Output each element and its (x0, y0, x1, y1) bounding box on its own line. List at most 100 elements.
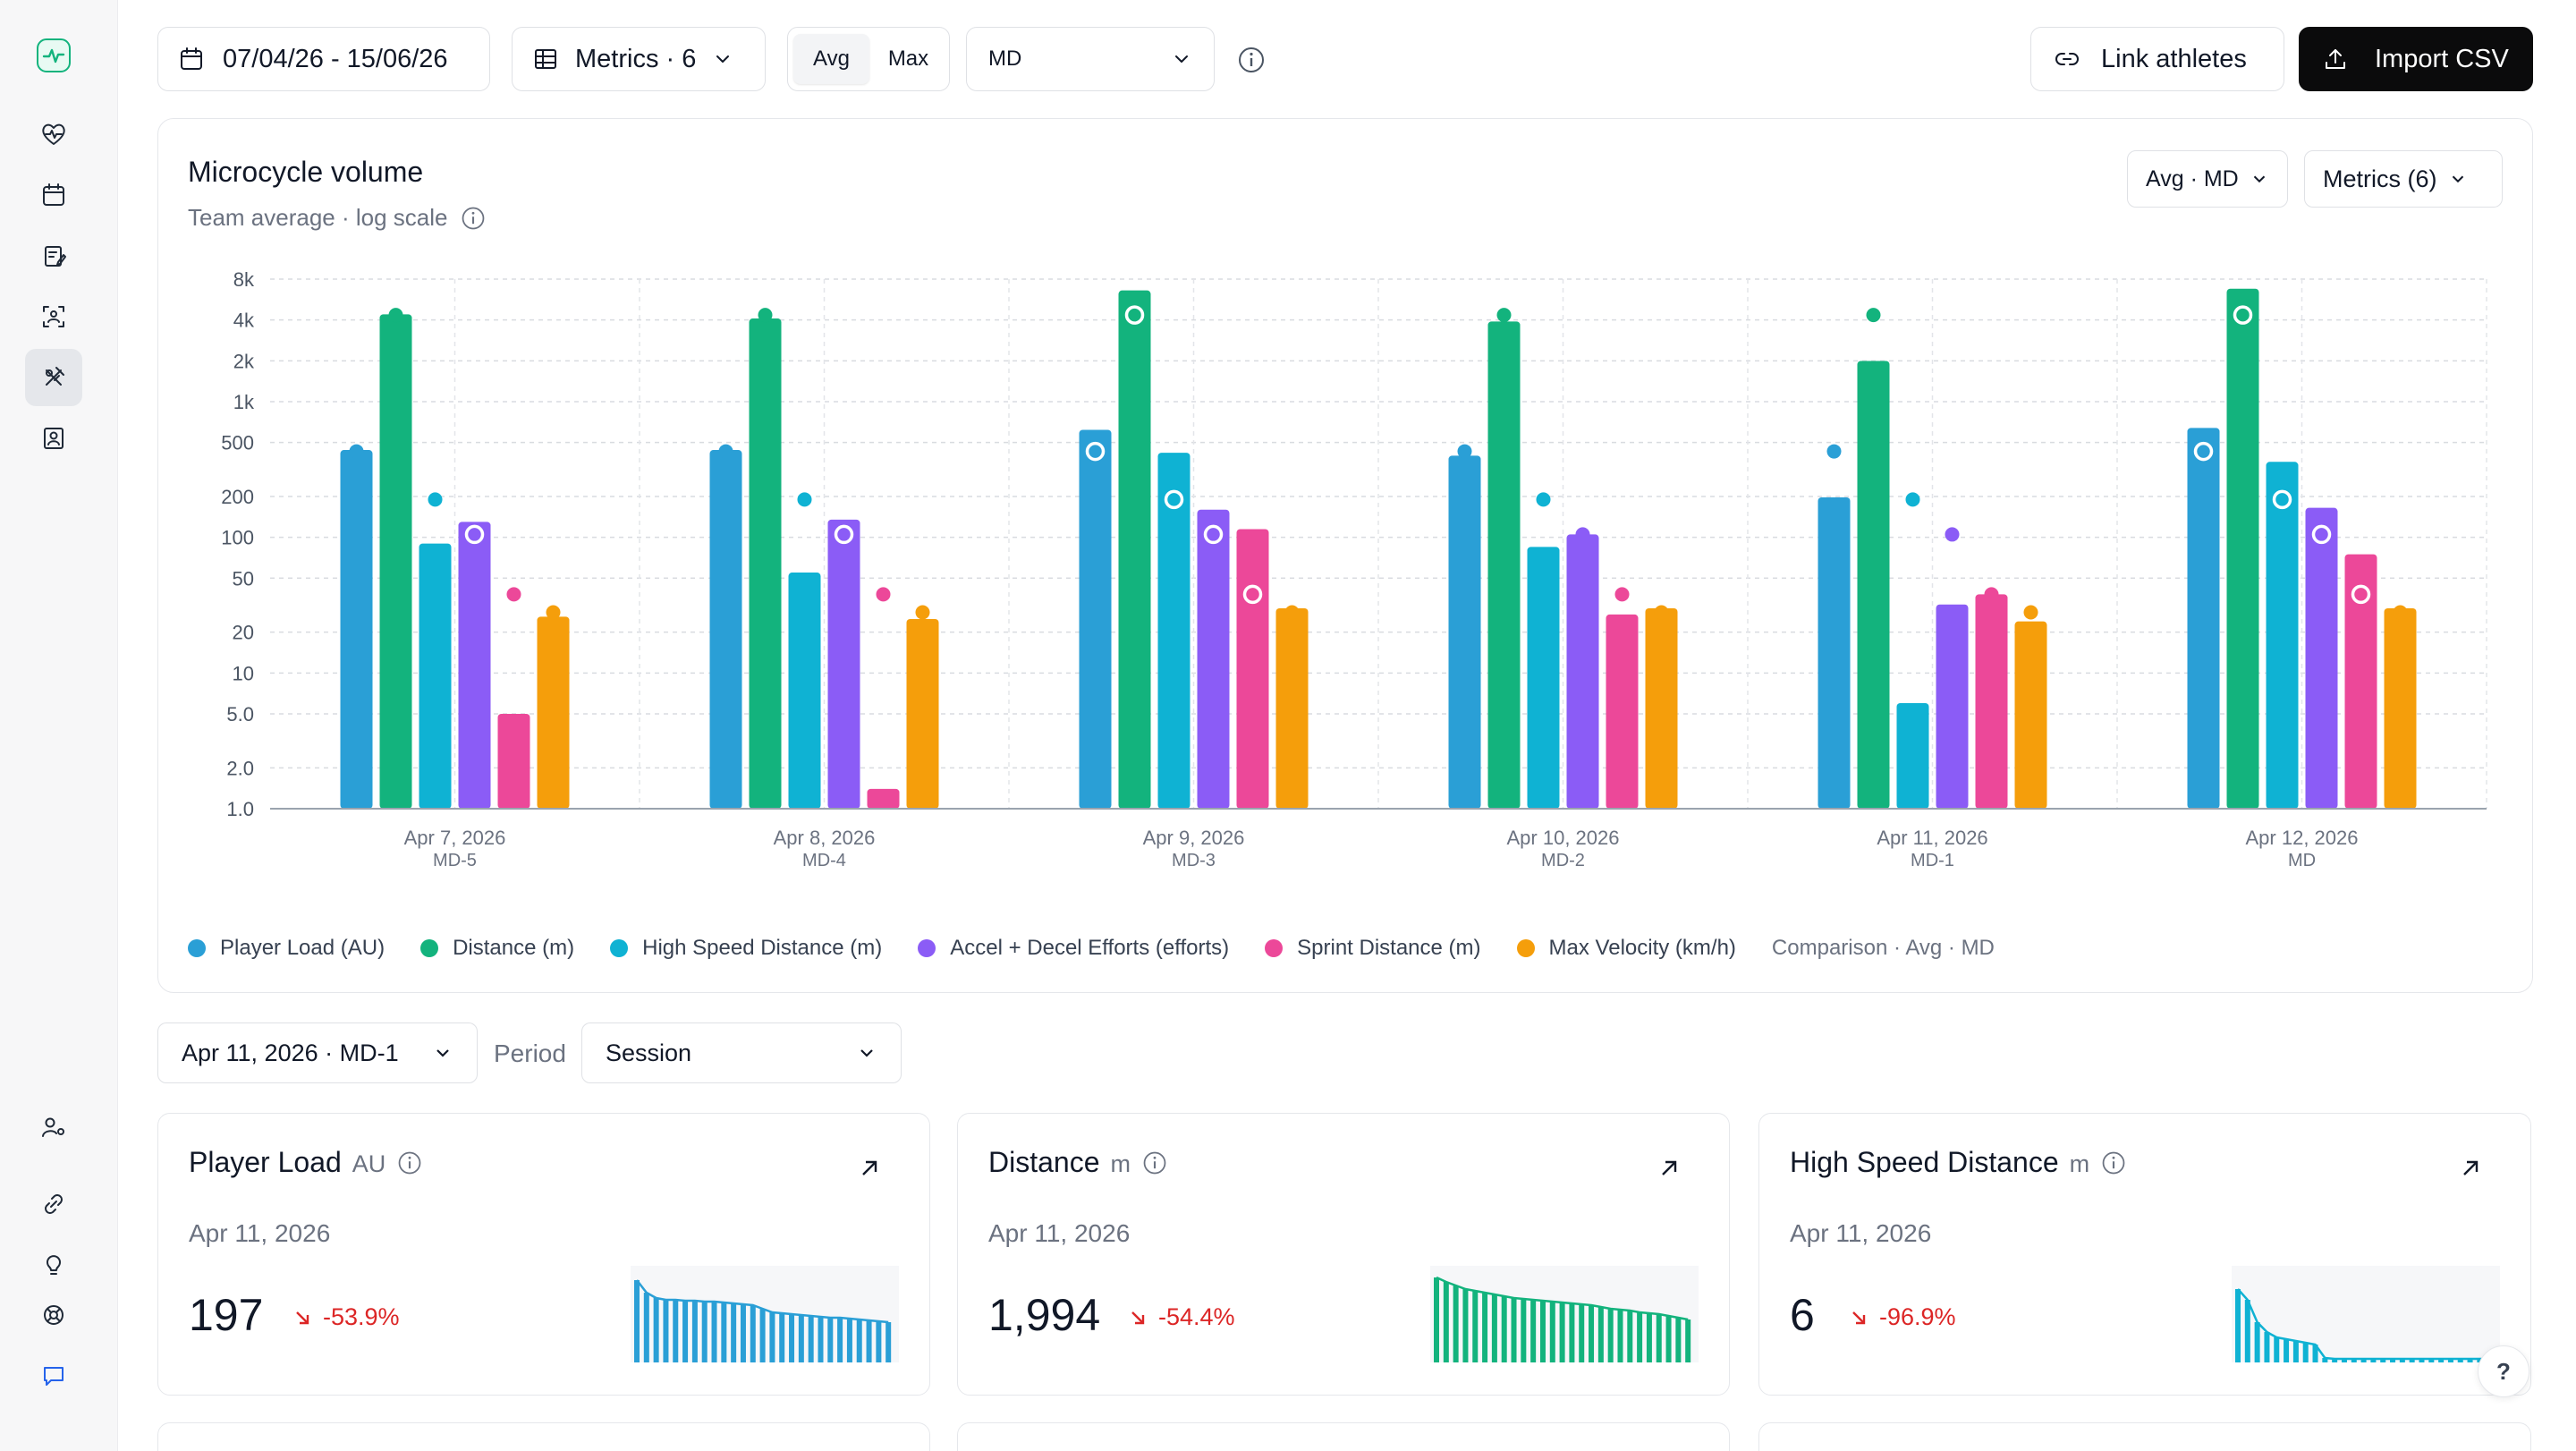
info-icon[interactable] (460, 205, 487, 232)
chart-bar (1566, 534, 1599, 809)
legend-label: Player Load (AU) (220, 936, 386, 960)
chart-bar (1645, 607, 1678, 809)
sparkline-bar (1589, 1305, 1595, 1362)
legend-item[interactable]: Max Velocity (km/h) (1516, 936, 1736, 961)
md-select-value: MD (988, 47, 1022, 71)
kpi-card-distance[interactable]: Distance m Apr 11, 2026 1,994 -54.4% (957, 1113, 1730, 1396)
link-athletes-button[interactable]: Link athletes (2030, 27, 2284, 91)
info-icon[interactable] (2100, 1150, 2127, 1176)
trend-down-icon (1852, 1311, 1866, 1324)
comparison-marker (1124, 305, 1145, 325)
info-icon[interactable] (396, 1150, 423, 1176)
day-select[interactable]: Apr 11, 2026 · MD-1 (157, 1022, 478, 1083)
legend-swatch (188, 939, 206, 957)
sparkline-bar (1443, 1282, 1449, 1362)
date-range-picker[interactable]: 07/04/26 - 15/06/26 (157, 27, 490, 91)
sparkline-bar (798, 1315, 804, 1362)
legend-swatch (918, 939, 936, 957)
comparison-marker (2193, 441, 2214, 462)
chart-bar (1197, 509, 1230, 809)
scan-icon[interactable] (25, 288, 82, 345)
chart-metrics-dropdown[interactable]: Metrics (6) (2304, 150, 2503, 208)
sparkline-bar (1549, 1302, 1555, 1362)
sparkline-bar (1637, 1312, 1643, 1362)
period-label: Period (494, 1039, 566, 1067)
x-tick-label: Apr 10, 2026 (1507, 827, 1620, 849)
chart-bar (1975, 594, 2008, 809)
sparkline-bar (1617, 1310, 1623, 1362)
kpi-card-player-load[interactable]: Player Load AU Apr 11, 2026 197 -53.9% (157, 1113, 930, 1396)
activity-logo-icon[interactable] (30, 32, 77, 79)
chart-mode-dropdown[interactable]: Avg · MD (2127, 150, 2288, 208)
sparkline-bar (750, 1305, 756, 1362)
sparkline-bar (1434, 1277, 1439, 1362)
kpi-change-value: -96.9% (1879, 1303, 1956, 1330)
max-toggle-button[interactable]: Max (887, 47, 929, 71)
legend-item[interactable]: Sprint Distance (m) (1265, 936, 1481, 961)
upload-icon (2326, 49, 2345, 69)
sparkline-bar (2399, 1359, 2405, 1362)
trend-down-icon (296, 1311, 309, 1324)
info-icon[interactable] (1236, 45, 1267, 75)
open-external-icon[interactable] (2459, 1157, 2482, 1180)
user-settings-icon[interactable] (25, 1099, 82, 1156)
chevron-down-icon (860, 1049, 873, 1057)
legend-swatch (1516, 939, 1535, 957)
metrics-dropdown[interactable]: Metrics · 6 (512, 27, 766, 91)
comparison-marker (1614, 587, 1630, 602)
legend-label: High Speed Distance (m) (642, 936, 883, 960)
roster-icon[interactable] (25, 410, 82, 467)
comparison-marker (2351, 584, 2371, 605)
sparkline-bar (1569, 1303, 1575, 1362)
x-tick-sublabel: MD-5 (433, 851, 477, 870)
sparkline-bar (1501, 1296, 1507, 1362)
legend-item[interactable]: Player Load (AU) (188, 936, 385, 961)
link-icon[interactable] (25, 1175, 82, 1233)
sparkline-bar (1665, 1316, 1672, 1362)
drills-icon[interactable] (25, 349, 82, 406)
sparkline-bar (2341, 1359, 2347, 1362)
comparison-marker (1242, 584, 1263, 605)
legend-item[interactable]: Accel + Decel Efforts (efforts) (918, 936, 1229, 961)
period-select[interactable]: Session (581, 1022, 902, 1083)
kpi-card-high-speed-distance[interactable]: High Speed Distance m Apr 11, 2026 6 -96… (1758, 1113, 2531, 1396)
clipboard-edit-icon[interactable] (25, 227, 82, 284)
chart-bar (537, 616, 570, 809)
x-tick-label: Apr 11, 2026 (1877, 827, 1987, 849)
import-csv-button[interactable]: Import CSV (2299, 27, 2533, 91)
heart-pulse-icon[interactable] (25, 106, 82, 163)
chart-bar (379, 314, 412, 810)
comparison-marker (506, 587, 521, 602)
kpi-unit: m (1110, 1150, 1131, 1177)
x-tick-label: Apr 7, 2026 (404, 827, 506, 849)
sparkline-bar (691, 1301, 698, 1362)
info-icon[interactable] (1141, 1150, 1168, 1176)
chart-bar (419, 543, 452, 809)
sparkline-bar (2380, 1359, 2386, 1362)
kpi-unit: AU (352, 1150, 386, 1177)
open-external-icon[interactable] (858, 1157, 881, 1180)
chat-icon[interactable] (25, 1347, 82, 1404)
chevron-down-icon (1175, 55, 1188, 63)
calendar-icon[interactable] (25, 166, 82, 224)
chart-bar (2384, 607, 2417, 809)
sparkline-bar (1521, 1299, 1527, 1362)
legend-item[interactable]: High Speed Distance (m) (610, 936, 882, 961)
lightbulb-icon[interactable] (25, 1236, 82, 1294)
support-icon[interactable] (25, 1286, 82, 1344)
sparkline-bar (2312, 1345, 2318, 1362)
comparison-marker (2393, 605, 2408, 620)
md-select[interactable]: MD (966, 27, 1215, 91)
legend-item[interactable]: Distance (m) (420, 936, 574, 961)
avg-toggle-button[interactable]: Avg (793, 34, 869, 84)
comparison-marker (2272, 489, 2292, 510)
sparkline-bar (2409, 1359, 2415, 1362)
sparkline-bar (740, 1304, 746, 1362)
date-range-label: 07/04/26 - 15/06/26 (223, 44, 448, 73)
chart-bar (2305, 507, 2338, 809)
help-button[interactable]: ? (2478, 1345, 2529, 1397)
sparkline-bar (1579, 1304, 1585, 1362)
open-external-icon[interactable] (1657, 1157, 1681, 1180)
chart-bar (1896, 702, 1929, 809)
comparison-marker (1496, 308, 1512, 323)
